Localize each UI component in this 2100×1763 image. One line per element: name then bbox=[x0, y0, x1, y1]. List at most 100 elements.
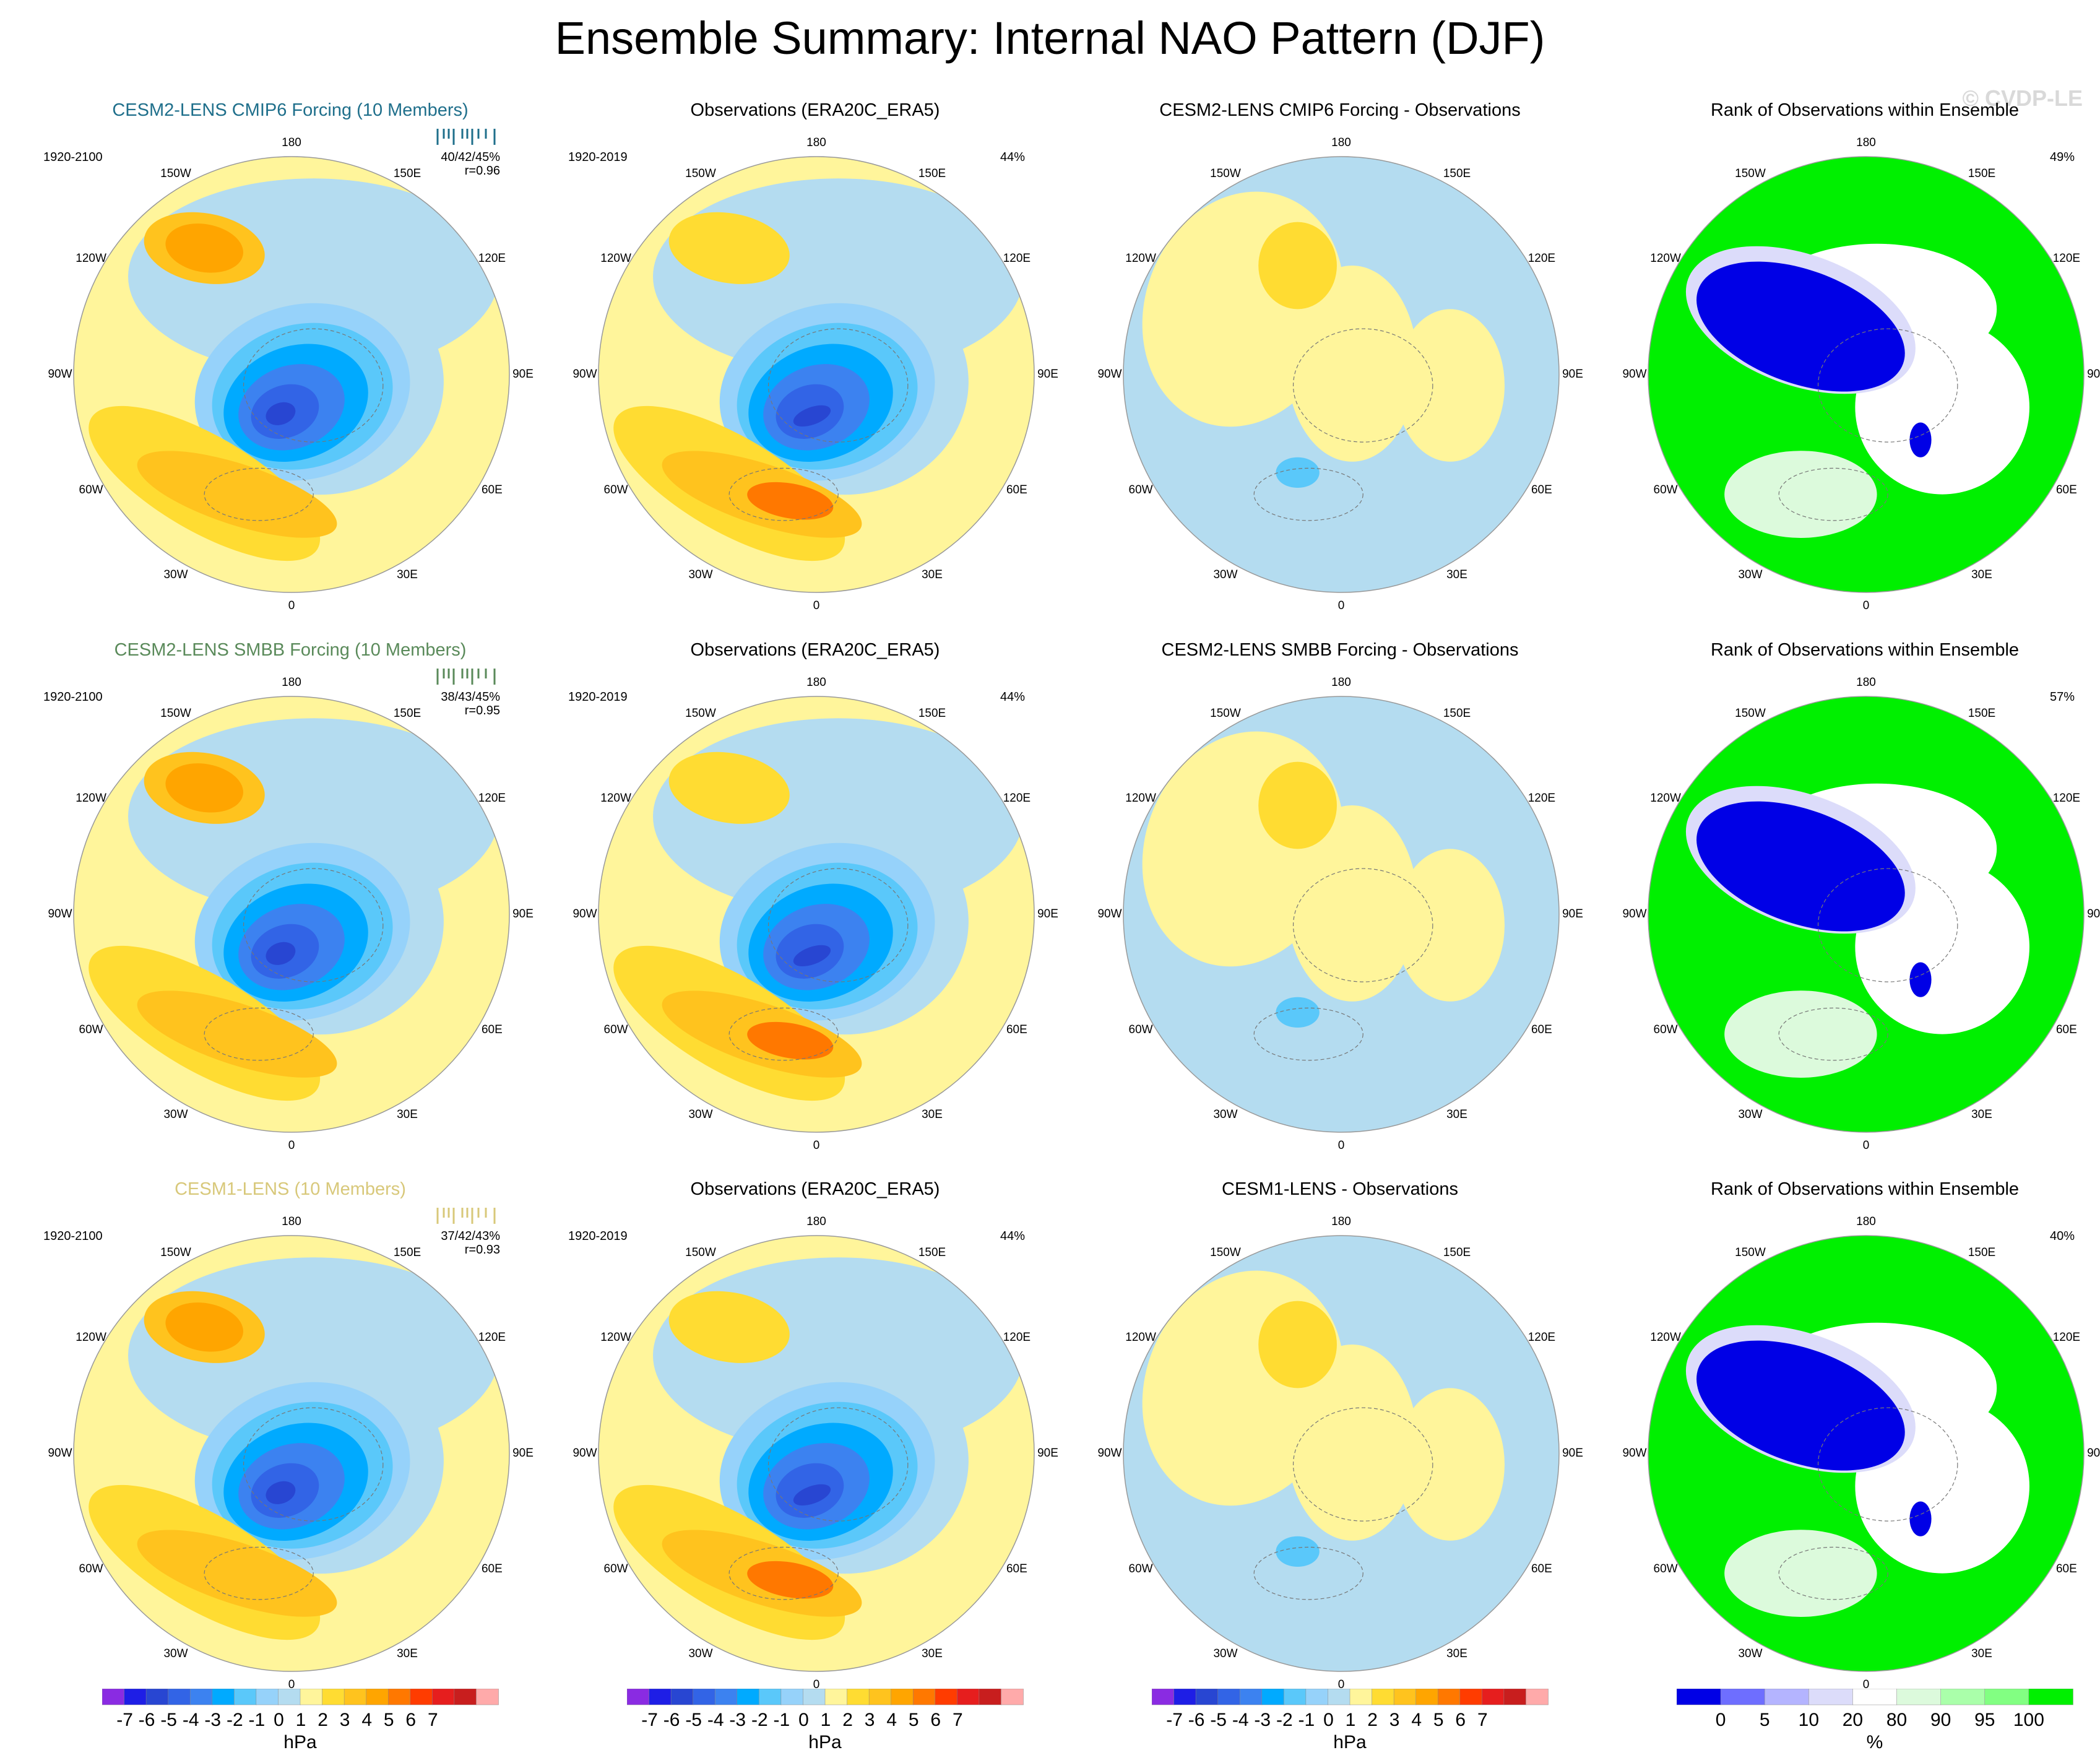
colorbar-swatch bbox=[627, 1689, 650, 1705]
colorbar-tick-label: -4 bbox=[707, 1710, 724, 1730]
variance-explained: 40% bbox=[2049, 1229, 2075, 1243]
polar-map bbox=[73, 1235, 510, 1672]
arctic-low-minus6 bbox=[266, 1481, 296, 1504]
colorbar-tick-label: 0 bbox=[1323, 1710, 1334, 1730]
coastline bbox=[1817, 868, 1958, 982]
longitude-label: 120W bbox=[1650, 1331, 1681, 1344]
longitude-label: 30E bbox=[1971, 1647, 1992, 1660]
longitude-label: 0 bbox=[1337, 1678, 1345, 1691]
colorbar-swatch bbox=[1173, 1689, 1196, 1705]
pacific-high bbox=[668, 212, 790, 284]
colorbar-tick-label: 2 bbox=[1367, 1710, 1378, 1730]
longitude-label: 30E bbox=[1971, 1107, 1992, 1121]
panel-title: CESM2-LENS CMIP6 Forcing (10 Members) bbox=[112, 100, 469, 120]
longitude-label: 180 bbox=[282, 676, 301, 689]
colorbar-swatch bbox=[1195, 1689, 1219, 1705]
longitude-label: 60E bbox=[2055, 1023, 2077, 1036]
longitude-label: 90W bbox=[1097, 368, 1122, 381]
longitude-label: 180 bbox=[1856, 1215, 1876, 1228]
colorbar-swatch bbox=[737, 1689, 760, 1705]
map-field bbox=[1123, 157, 1559, 592]
longitude-label: 120E bbox=[1003, 252, 1031, 265]
longitude-label: 30E bbox=[922, 568, 943, 581]
longitude-label: 180 bbox=[282, 1215, 301, 1228]
colorbar-swatch bbox=[957, 1689, 980, 1705]
longitude-label: 150E bbox=[1968, 1246, 1996, 1260]
colorbar-swatch bbox=[670, 1689, 694, 1705]
colorbar-swatch bbox=[1720, 1689, 1765, 1705]
colorbar-tick-label: 7 bbox=[952, 1710, 963, 1730]
colorbar-swatch bbox=[366, 1689, 389, 1705]
variance-explained: 49% bbox=[2049, 150, 2075, 164]
map-field bbox=[1648, 1236, 2084, 1671]
longitude-label: 150E bbox=[918, 707, 946, 721]
longitude-label: 180 bbox=[1331, 1215, 1351, 1228]
longitude-label: 90E bbox=[2087, 1447, 2100, 1460]
longitude-label: 30W bbox=[688, 1107, 713, 1121]
rank-blue-low bbox=[1696, 801, 1905, 932]
longitude-label: 180 bbox=[806, 136, 826, 149]
map-border bbox=[598, 696, 1035, 1133]
colorbar-tick-label: 3 bbox=[339, 1710, 350, 1730]
colorbar-swatch bbox=[410, 1689, 433, 1705]
rank-blue-east bbox=[1909, 422, 1932, 457]
longitude-label: 150E bbox=[1443, 1246, 1471, 1260]
rank-lightgreen-south bbox=[1724, 1530, 1877, 1617]
member-ticks bbox=[436, 1208, 496, 1224]
colorbar-swatch bbox=[1372, 1689, 1394, 1705]
diff-positive-east bbox=[1396, 1388, 1505, 1541]
panel-title: Rank of Observations within Ensemble bbox=[1710, 1179, 2020, 1199]
colorbar-tick-label: -4 bbox=[1232, 1710, 1249, 1730]
map-border bbox=[1123, 696, 1560, 1133]
longitude-label: 150W bbox=[685, 167, 716, 181]
colorbar-tick-label: 5 bbox=[1433, 1710, 1444, 1730]
atlantic-high-plus4 bbox=[747, 482, 834, 520]
pacific-high bbox=[668, 1291, 790, 1363]
longitude-label: 150E bbox=[393, 167, 421, 181]
colorbar-tick-label: -1 bbox=[248, 1710, 266, 1730]
longitude-label: 150W bbox=[1735, 167, 1766, 181]
panel-title: CESM2-LENS CMIP6 Forcing - Observations bbox=[1159, 100, 1521, 120]
pacific-high-core bbox=[165, 223, 243, 273]
longitude-label: 90E bbox=[2087, 907, 2100, 920]
colorbar-swatch bbox=[322, 1689, 345, 1705]
longitude-label: 60E bbox=[1531, 1023, 1552, 1036]
polar-map bbox=[73, 696, 510, 1133]
period-label: 1920-2019 bbox=[568, 690, 628, 704]
colorbar-unit: hPa bbox=[1333, 1732, 1367, 1752]
longitude-label: 0 bbox=[1337, 599, 1345, 612]
longitude-label: 150W bbox=[685, 707, 716, 721]
longitude-label: 30E bbox=[397, 1107, 418, 1121]
map-panel: Observations (ERA20C_ERA5) 180 150E 120E 90E… bbox=[553, 99, 1078, 638]
period-label: 1920-2019 bbox=[568, 150, 628, 164]
map-border bbox=[1123, 1235, 1560, 1672]
colorbar-swatch bbox=[780, 1689, 804, 1705]
colorbar-swatch bbox=[1940, 1689, 1985, 1705]
colorbar-swatches bbox=[1677, 1689, 2073, 1705]
longitude-label: 120E bbox=[478, 792, 506, 805]
longitude-label: 60E bbox=[1006, 1023, 1027, 1036]
figure-title: Ensemble Summary: Internal NAO Pattern (… bbox=[555, 12, 1545, 64]
colorbar-tick-label: 3 bbox=[864, 1710, 875, 1730]
longitude-label: 90W bbox=[1097, 1447, 1122, 1460]
colorbar-tick-label: 5 bbox=[908, 1710, 919, 1730]
colorbar-swatch bbox=[124, 1689, 147, 1705]
longitude-label: 0 bbox=[1862, 1678, 1870, 1691]
longitude-label: 30E bbox=[1971, 568, 1992, 581]
pattern-correlation: r=0.95 bbox=[464, 704, 500, 717]
member-ticks bbox=[436, 129, 496, 145]
longitude-label: 150W bbox=[160, 1246, 191, 1260]
polar-map bbox=[1123, 696, 1560, 1133]
longitude-label: 120E bbox=[2052, 1331, 2081, 1344]
colorbar-tick-label: 80 bbox=[1886, 1710, 1908, 1730]
longitude-label: 0 bbox=[1862, 1139, 1870, 1152]
variance-explained: 38/43/45% bbox=[441, 690, 500, 704]
diff-positive-north bbox=[1287, 266, 1418, 462]
colorbar-swatch bbox=[102, 1689, 125, 1705]
longitude-label: 150W bbox=[1210, 707, 1241, 721]
longitude-label: 180 bbox=[806, 1215, 826, 1228]
longitude-label: 90W bbox=[48, 368, 72, 381]
period-label: 1920-2100 bbox=[43, 150, 103, 164]
colorbar-swatch bbox=[935, 1689, 958, 1705]
longitude-label: 60W bbox=[603, 483, 628, 496]
